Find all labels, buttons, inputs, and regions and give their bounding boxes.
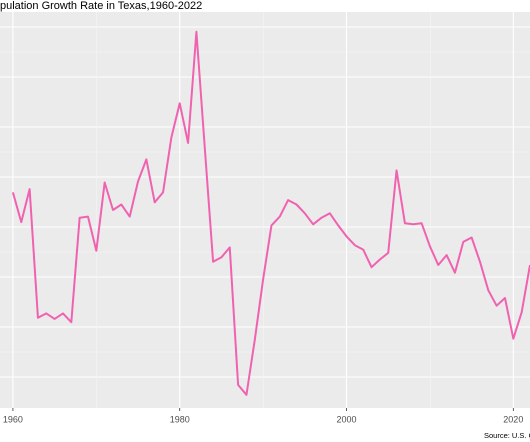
x-tick-label: 2000	[337, 414, 357, 424]
x-tick-label: 2020	[503, 414, 523, 424]
chart-title: pulation Growth Rate in Texas,1960-2022	[0, 0, 202, 12]
data-line	[11, 30, 530, 396]
plot-panel	[0, 12, 530, 408]
caption: Source: U.S. Cen	[484, 431, 530, 440]
x-tick-label: 1960	[3, 414, 23, 424]
x-tick-label: 1980	[170, 414, 190, 424]
minor-grid	[0, 12, 530, 408]
